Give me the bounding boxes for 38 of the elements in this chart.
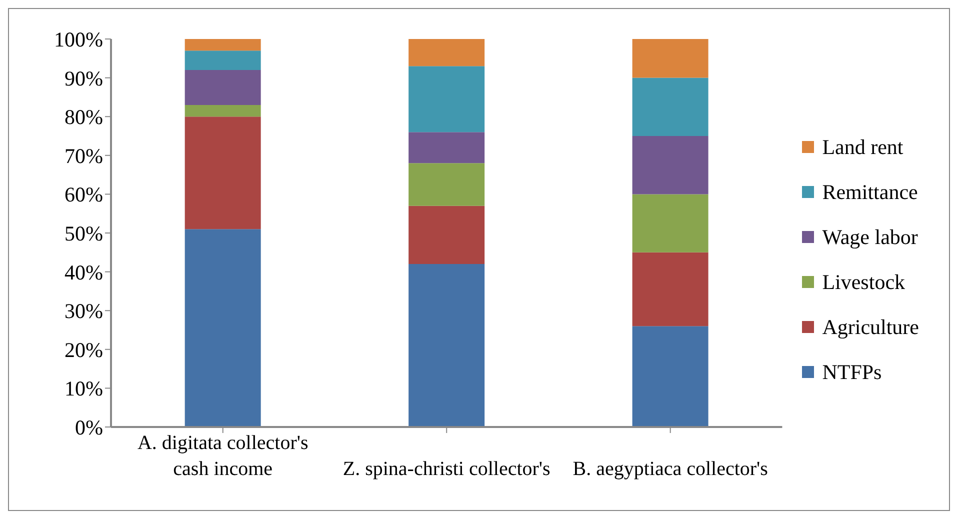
legend-label: Agriculture bbox=[822, 314, 919, 340]
x-tick-label: A. digitata collector's cash income bbox=[137, 432, 308, 480]
y-tick-label: 20% bbox=[64, 338, 103, 362]
y-tick-label: 90% bbox=[64, 66, 103, 90]
y-tick-label: 40% bbox=[64, 260, 103, 284]
bar bbox=[184, 50, 261, 70]
bar bbox=[632, 252, 708, 326]
y-tick-label: 10% bbox=[64, 376, 103, 401]
bar bbox=[408, 39, 485, 66]
y-tick-label: 30% bbox=[64, 299, 103, 324]
y-tick-label: 80% bbox=[64, 105, 103, 130]
y-tick-label: 70% bbox=[64, 144, 103, 168]
bar bbox=[184, 70, 261, 105]
bar bbox=[184, 39, 261, 51]
bar bbox=[632, 194, 708, 252]
legend-label: Wage labor bbox=[822, 224, 918, 250]
bar bbox=[184, 229, 261, 427]
legend-label: NTFPs bbox=[822, 360, 882, 384]
bar bbox=[632, 136, 708, 194]
bar bbox=[408, 163, 485, 206]
y-tick-label: 100% bbox=[54, 27, 103, 52]
y-tick-label: 50% bbox=[64, 221, 103, 246]
bar bbox=[408, 132, 485, 164]
bar bbox=[408, 264, 485, 427]
legend-label: Livestock bbox=[822, 270, 906, 294]
legend-label: Remittance bbox=[822, 180, 918, 204]
bar bbox=[184, 116, 261, 230]
y-tick-label: 0% bbox=[75, 415, 103, 440]
x-tick-label: B. aegyptiaca collector's bbox=[572, 458, 768, 480]
legend-label: Land rent bbox=[822, 134, 904, 160]
bar bbox=[184, 104, 261, 117]
bar bbox=[408, 206, 485, 264]
bar bbox=[632, 39, 708, 78]
bar bbox=[632, 326, 708, 427]
bar bbox=[632, 78, 708, 136]
x-tick-label: Z. spina-christi collector's bbox=[342, 458, 551, 480]
y-tick-label: 60% bbox=[64, 182, 103, 207]
bar bbox=[408, 66, 485, 132]
